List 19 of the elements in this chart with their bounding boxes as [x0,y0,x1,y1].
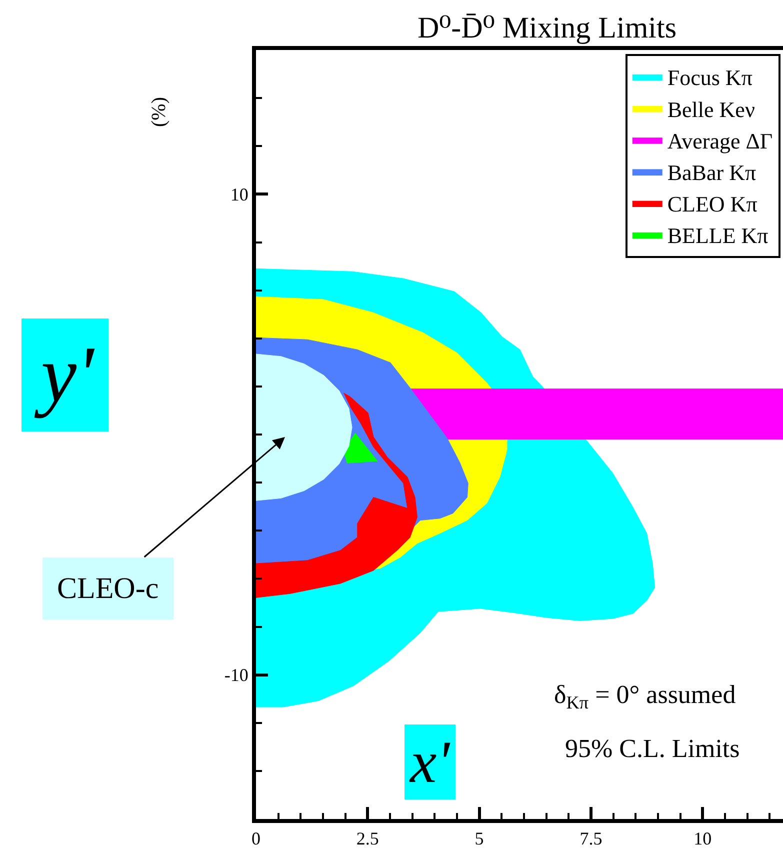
annotation: δ$_{Kπ}$ = 0° assumed [554,680,736,712]
annotation: 95% C.L. Limits [565,734,740,763]
y-axis-title: y' [34,331,96,419]
legend-label: CLEO Kπ [667,192,758,217]
x-tick-label: 5 [474,828,484,849]
text: (%) [148,97,170,127]
chart-title: D⁰-D̄⁰ Mixing Limits [417,12,677,44]
legend-label: BELLE Kπ [667,223,768,248]
x-tick-label: 0 [252,828,260,849]
legend-label: Focus Kπ [667,65,752,90]
x-axis-title: x' [409,729,451,795]
legend-label: Belle Keν [667,96,755,122]
y-tick-label: -10 [224,665,248,686]
legend-label: Average ΔΓ [667,128,773,154]
text: CLEO-c [57,572,159,605]
legend-label: BaBar Kπ [667,160,756,186]
x-tick-label: 2.5 [356,828,379,849]
x-tick-label: 7.5 [580,828,602,849]
x-tick-label: 10 [694,828,712,849]
